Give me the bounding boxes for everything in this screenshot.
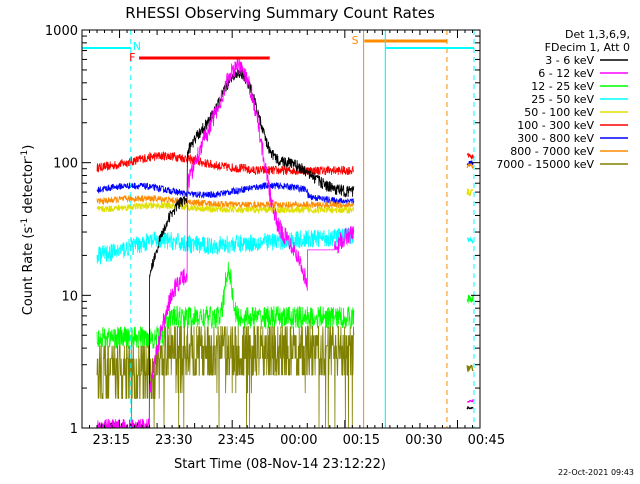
y-axis-label-sup1: -1	[20, 218, 30, 227]
series-line-50-100keV	[96, 201, 355, 215]
series-line-800-7000keV	[96, 193, 355, 210]
y-tick-label: 1	[70, 422, 78, 437]
series-line-end-segment	[466, 188, 474, 197]
plot-frame	[81, 29, 481, 429]
x-axis: 23:15 23:30 23:45 00:00 00:15 00:30 00:45	[81, 30, 505, 448]
legend-entry-label: 50 - 100 keV	[524, 106, 594, 119]
x-tick-label: 00:00	[280, 433, 317, 448]
series-line-300-800keV	[96, 181, 355, 205]
x-tick-label: 00:45	[468, 433, 505, 448]
x-tick-label: 23:15	[93, 433, 130, 448]
series-line-end-segment	[466, 294, 474, 304]
legend-entry-label: 100 - 300 keV	[517, 119, 594, 132]
series-line-end-segment	[466, 405, 474, 410]
x-tick-label: 00:30	[405, 433, 442, 448]
series-line-12-25keV	[96, 261, 355, 350]
legend-entry-label: 800 - 7000 keV	[510, 145, 594, 158]
y-axis-label: Count Rate (s-1 detector-1)	[20, 145, 36, 316]
footer-timestamp: 22-Oct-2021 09:43	[558, 468, 634, 477]
series-line-7000-15000keV	[96, 318, 355, 429]
y-tick-label: 10	[61, 289, 78, 304]
legend-entry-label: 3 - 6 keV	[545, 54, 594, 67]
legend-entry-label: 12 - 25 keV	[531, 80, 594, 93]
y-axis: 1 10 100 1000	[45, 24, 480, 437]
series-line-25-50keV	[96, 227, 355, 266]
legend-entry-label: 25 - 50 keV	[531, 93, 594, 106]
chart-title: RHESSI Observing Summary Count Rates	[125, 4, 435, 22]
series-line-end-segment	[466, 152, 474, 161]
x-tick-label: 00:15	[343, 433, 380, 448]
series-line-end-segment	[466, 162, 474, 170]
x-tick-label: 23:30	[155, 433, 192, 448]
legend-entry-label: 6 - 12 keV	[538, 67, 594, 80]
flare-flag-label: F	[129, 51, 135, 64]
saa-flag-label: S	[352, 34, 359, 47]
legend-entry-label: 300 - 800 keV	[517, 132, 594, 145]
legend: Det 1,3,6,9, FDecim 1, Att 0 3 - 6 keV6 …	[496, 28, 630, 171]
legend-entry-label: 7000 - 15000 keV	[496, 158, 594, 171]
legend-header-line1: Det 1,3,6,9,	[565, 28, 630, 41]
night-flag-label: N	[133, 40, 141, 53]
y-axis-label-part1: Count Rate (s	[21, 227, 36, 316]
y-axis-label-part2: detector	[21, 158, 36, 218]
series-line-100-300keV	[96, 151, 355, 176]
y-axis-label-sup2: -1	[20, 150, 30, 159]
legend-header-line2: FDecim 1, Att 0	[545, 41, 630, 54]
series-line-end-segment	[467, 399, 474, 403]
x-axis-label: Start Time (08-Nov-14 23:12:22)	[174, 457, 386, 472]
x-tick-label: 23:45	[218, 433, 255, 448]
y-axis-label-part3: )	[21, 145, 36, 150]
series-line-end-segment	[466, 236, 474, 244]
y-tick-label: 100	[53, 157, 78, 172]
y-tick-label: 1000	[45, 24, 78, 39]
series-line-end-segment	[466, 364, 474, 372]
